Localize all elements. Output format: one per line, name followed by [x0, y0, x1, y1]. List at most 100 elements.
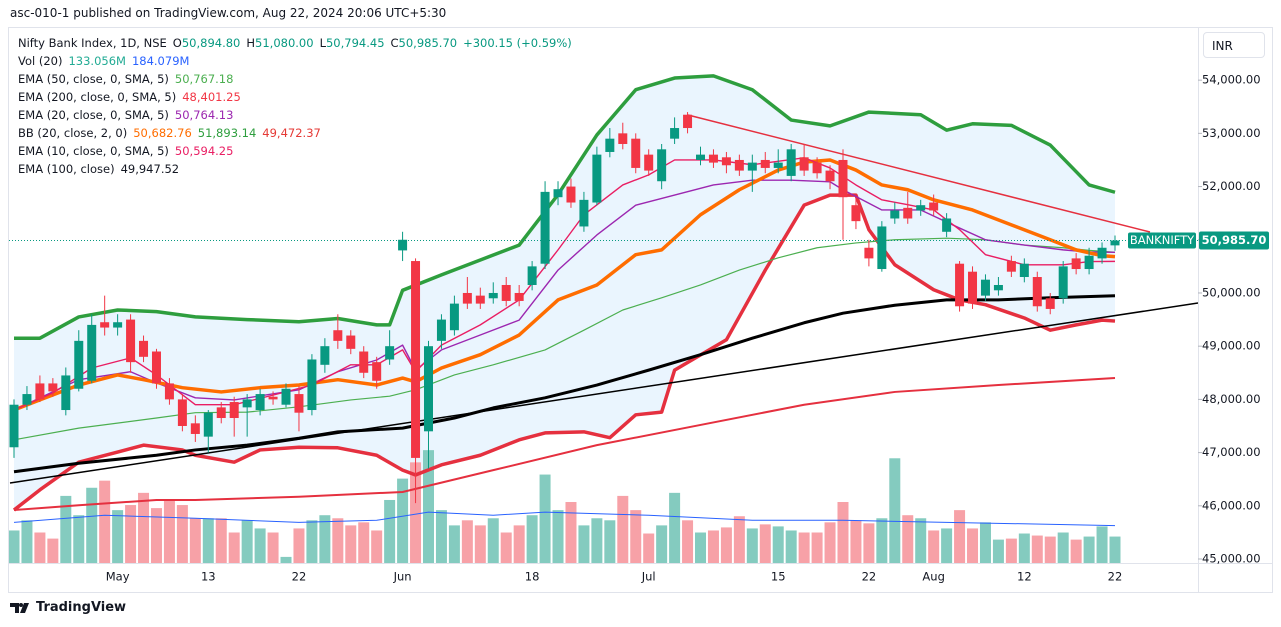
candle-body — [786, 149, 796, 176]
y-tick-label: 47,000.00 — [1202, 445, 1261, 459]
volume-bar — [47, 538, 59, 563]
volume-bar — [332, 518, 344, 563]
legend-row: EMA (200, close, 0, SMA, 5) 48,401.25 — [18, 88, 578, 106]
volume-bar — [125, 505, 137, 563]
y-tick-label: 46,000.00 — [1202, 498, 1261, 512]
candle-body — [242, 399, 252, 408]
x-tick-label: Aug — [922, 570, 944, 584]
candle-body — [929, 202, 939, 211]
volume-bar — [604, 520, 616, 563]
volume-bar — [358, 522, 370, 563]
volume-bar — [669, 492, 681, 563]
volume-bar — [876, 518, 888, 563]
candle-body — [436, 319, 446, 341]
volume-bar — [863, 523, 875, 563]
indicator-name: EMA (100, close) — [18, 162, 115, 176]
x-tick-label: Jul — [641, 570, 656, 584]
x-tick-label: 22 — [292, 570, 307, 584]
legend-row: EMA (100, close) 49,947.52 — [18, 160, 578, 178]
candle-body — [268, 396, 278, 400]
footer: TradingView — [10, 600, 126, 615]
x-tick-label: 18 — [525, 570, 540, 584]
volume-bar — [112, 510, 124, 563]
volume-bar — [967, 528, 979, 563]
volume-bar — [371, 530, 383, 563]
chart-frame — [8, 27, 1273, 593]
indicator-line — [13, 158, 1116, 412]
volume-bar — [1096, 526, 1108, 563]
volume-bar — [345, 525, 357, 563]
candle-body — [398, 239, 408, 251]
volume-bar — [565, 502, 577, 563]
y-tick-label: 54,000.00 — [1202, 73, 1261, 87]
volume-bar — [435, 510, 447, 563]
candle-body — [87, 324, 97, 381]
candle-body — [423, 346, 433, 432]
candle-body — [411, 261, 421, 458]
volume-bar — [138, 492, 150, 563]
candle-body — [475, 295, 485, 304]
volume-bar — [539, 474, 551, 563]
candle-body — [307, 359, 317, 411]
candle-body — [566, 186, 576, 203]
logo — [10, 602, 29, 613]
indicator-value: 133.056M — [68, 54, 126, 68]
candle-body — [74, 340, 84, 389]
candle-body — [320, 346, 330, 365]
candle-body — [139, 340, 149, 357]
symbol-tag — [1128, 232, 1196, 249]
legend-row: EMA (50, close, 0, SMA, 5) 50,767.18 — [18, 70, 578, 88]
candle-body — [48, 383, 58, 392]
volume-bar — [319, 515, 331, 563]
candle-body — [799, 157, 809, 171]
axes-layer: 45,000.00 46,000.00 47,000.00 48,000.00 49,0… — [9, 73, 1269, 584]
currency-button[interactable]: INR — [1203, 32, 1265, 58]
candle-body — [657, 149, 667, 182]
candle-body — [514, 292, 524, 301]
candle-body — [644, 154, 654, 171]
candle-body — [708, 154, 718, 163]
candle-body — [294, 394, 304, 413]
trendline — [687, 114, 1151, 233]
indicator-value: 50,682.76 — [133, 126, 192, 140]
volume-bar — [397, 478, 409, 563]
volume-bar — [202, 518, 214, 563]
indicator-line — [13, 377, 1116, 512]
candle-body — [190, 423, 200, 434]
candle-body — [216, 407, 226, 419]
volume-bar — [474, 525, 486, 563]
volume-bar — [267, 532, 279, 563]
volume-bar — [992, 539, 1004, 563]
x-tick-label: 22 — [1108, 570, 1123, 584]
candle-body — [1110, 240, 1120, 246]
x-tick-label: 13 — [201, 570, 216, 584]
candle-body — [1084, 255, 1094, 270]
published-note: asc-010-1 published on TradingView.com, … — [10, 6, 447, 20]
volume-bar — [410, 462, 422, 563]
candle-body — [1032, 277, 1042, 307]
volume-bar — [73, 515, 85, 563]
candle-body — [372, 362, 382, 381]
trendlines — [9, 114, 1198, 484]
candle-body — [592, 154, 602, 203]
candle-body — [631, 138, 641, 168]
candle-body — [734, 159, 744, 171]
volume-bar — [889, 458, 901, 563]
candle-body — [980, 279, 990, 296]
volume-bar — [1109, 536, 1121, 563]
legend-row: EMA (10, close, 0, SMA, 5) 50,594.25 — [18, 142, 578, 160]
candle-body — [760, 159, 770, 168]
indicator-name: EMA (200, close, 0, SMA, 5) — [18, 90, 177, 104]
candle-body — [346, 335, 356, 349]
y-tick-label: 50,000.00 — [1202, 285, 1261, 299]
ohlc-key: C — [390, 36, 399, 50]
candle-body — [851, 205, 861, 222]
candle-body — [255, 394, 265, 411]
legend-row: BB (20, close, 2, 0) 50,682.76 51,893.14 49… — [18, 124, 578, 142]
volume-bar — [500, 532, 512, 563]
volume-bar — [163, 499, 175, 563]
candle-body — [825, 170, 835, 182]
candle-body — [462, 292, 472, 304]
candle-body — [22, 394, 32, 405]
ohlc-key: H — [246, 36, 256, 50]
